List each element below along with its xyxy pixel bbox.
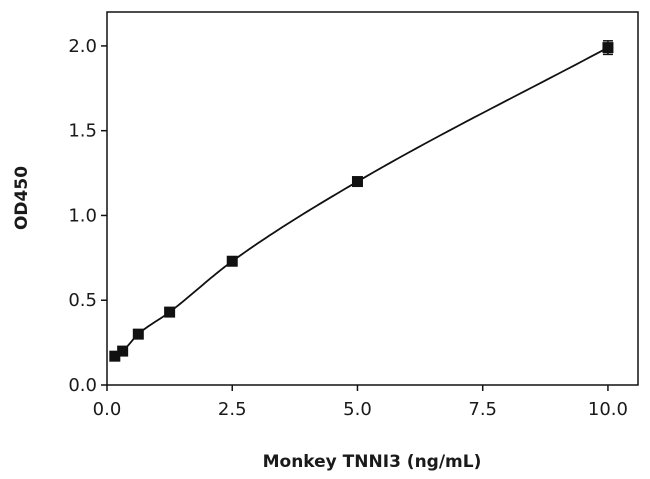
y-tick-label: 1.0 xyxy=(68,205,97,226)
x-axis-title: Monkey TNNI3 (ng/mL) xyxy=(263,452,482,472)
data-point xyxy=(109,350,121,362)
y-axis-ticks: 0.0 0.5 1.0 1.5 2.0 xyxy=(68,36,107,396)
data-point xyxy=(132,328,144,340)
data-points xyxy=(109,40,614,362)
y-axis-title: OD450 xyxy=(12,166,32,230)
x-tick-label: 0.0 xyxy=(93,399,122,420)
plot-area-frame xyxy=(106,11,639,386)
x-axis-ticks: 0.0 2.5 5.0 7.5 10.0 xyxy=(93,385,628,420)
y-tick-label: 0.5 xyxy=(68,290,97,311)
fit-curve-line xyxy=(114,46,609,357)
data-point xyxy=(164,306,176,318)
x-tick-label: 5.0 xyxy=(343,399,372,420)
x-tick-label: 10.0 xyxy=(588,399,628,420)
y-tick-label: 2.0 xyxy=(68,36,97,57)
y-tick-label: 0.0 xyxy=(68,375,97,396)
data-point xyxy=(226,255,238,267)
y-tick-label: 1.5 xyxy=(68,121,97,142)
data-point xyxy=(602,42,614,54)
x-tick-label: 2.5 xyxy=(218,399,247,420)
fit-curve-group xyxy=(114,46,609,357)
data-point xyxy=(117,345,129,357)
data-point xyxy=(351,176,363,188)
x-tick-label: 7.5 xyxy=(468,399,497,420)
